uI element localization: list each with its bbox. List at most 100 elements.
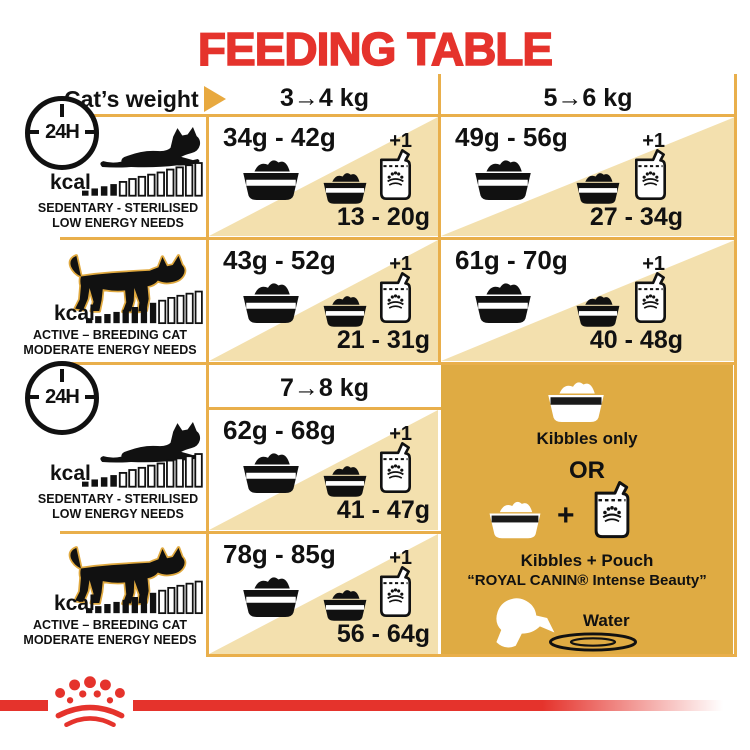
wet-food-pouch-icon [375, 270, 416, 324]
wet-food-pouch-icon [375, 440, 416, 494]
mixed-amount: 41 - 47g [336, 496, 430, 524]
food-bowl-icon [479, 497, 551, 541]
product-name-label: “ROYAL CANIN® Intense Beauty” [467, 572, 707, 589]
kcal-level-bars-icon [82, 448, 204, 492]
24h-ration-clock-icon: 24H [25, 96, 99, 170]
plus-one-pouch-label: +1 [389, 253, 412, 275]
table-border [438, 74, 441, 365]
kibble-amount: 43g - 52g [223, 245, 336, 275]
24h-ration-clock-icon: 24H [25, 361, 99, 435]
brand-band-line [0, 700, 48, 711]
food-bowl-icon [316, 586, 374, 623]
table-border [60, 531, 441, 534]
profile-row-active-2: kcal ACTIVE – BREEDING CAT MODERATE ENER… [0, 534, 208, 654]
plus-one-pouch-label: +1 [389, 547, 412, 569]
plus-one-pouch-label: +1 [389, 130, 412, 152]
profile-line2: LOW ENERGY NEEDS [52, 507, 184, 522]
food-bowl-icon [465, 155, 541, 203]
plus-one-pouch-label: +1 [642, 130, 665, 152]
royal-canin-crown-logo [44, 674, 136, 732]
table-border [60, 237, 737, 240]
cell-sedentary-5-6kg: 49g - 56g +1 27 - 34g [441, 117, 735, 236]
profile-line1: ACTIVE – BREEDING CAT [33, 328, 187, 342]
profile-line2: MODERATE ENERGY NEEDS [23, 343, 197, 358]
clock-tick [30, 130, 39, 134]
food-bowl-icon [233, 278, 309, 326]
kcal-level-bars-icon [82, 157, 204, 201]
profile-label: SEDENTARY - STERILISED LOW ENERGY NEEDS [28, 492, 208, 523]
kibble-amount: 62g - 68g [223, 415, 336, 445]
kibble-amount: 78g - 85g [223, 539, 336, 569]
clock-tick [85, 395, 94, 399]
wet-food-pouch-icon [630, 147, 671, 201]
kcal-label: kcal [50, 462, 91, 485]
clock-tick [60, 104, 64, 117]
kcal-label: kcal [50, 171, 91, 194]
table-border [206, 407, 441, 410]
mixed-amount: 21 - 31g [336, 326, 430, 354]
water-ripples-icon [533, 631, 653, 653]
profile-line1: SEDENTARY - STERILISED [37, 201, 199, 215]
table-border [206, 654, 737, 657]
food-bowl-icon [537, 377, 615, 425]
page-title: FEEDING TABLE [197, 22, 554, 76]
mixed-amount: 56 - 64g [336, 620, 430, 648]
mixed-amount: 13 - 20g [336, 203, 430, 231]
wet-food-pouch-icon [630, 270, 671, 324]
kibble-amount: 34g - 42g [223, 122, 336, 152]
wet-food-pouch-icon [375, 564, 416, 618]
clock-label: 24H [45, 121, 80, 143]
plus-one-pouch-label: +1 [642, 253, 665, 275]
or-label: OR [569, 457, 605, 484]
profile-label: SEDENTARY - STERILISED LOW ENERGY NEEDS [28, 201, 208, 232]
clock-label: 24H [45, 386, 80, 408]
profile-line2: MODERATE ENERGY NEEDS [23, 633, 197, 648]
kcal-label: kcal [54, 302, 95, 325]
profile-line2: LOW ENERGY NEEDS [52, 216, 184, 231]
feeding-options-panel: Kibbles only OR + Kibbles + Pouch “ROYAL… [441, 365, 733, 654]
food-bowl-icon [233, 448, 309, 496]
water-label: Water [583, 611, 630, 630]
food-bowl-icon [316, 169, 374, 206]
food-bowl-icon [316, 462, 374, 499]
cell-sedentary-3-4kg: 34g - 42g +1 13 - 20g [209, 117, 438, 236]
food-bowl-icon [569, 292, 627, 329]
brand-band-line [133, 700, 735, 711]
cell-active-5-6kg: 61g - 70g +1 40 - 48g [441, 240, 735, 361]
table-border [60, 114, 737, 117]
column-header-7-8kg: 7→8 kg [280, 374, 369, 402]
food-bowl-icon [316, 292, 374, 329]
kibble-amount: 49g - 56g [455, 122, 568, 152]
kcal-level-bars-icon [86, 576, 204, 618]
mixed-amount: 40 - 48g [589, 326, 683, 354]
plus-sign: + [557, 499, 575, 532]
kibble-amount: 61g - 70g [455, 245, 568, 275]
cell-active-7-8kg: 78g - 85g +1 56 - 64g [209, 534, 438, 654]
food-bowl-icon [233, 155, 309, 203]
profile-row-sedentary-2: kcal SEDENTARY - STERILISED LOW ENERGY N… [0, 410, 208, 530]
profile-label: ACTIVE – BREEDING CAT MODERATE ENERGY NE… [14, 618, 206, 649]
table-border [60, 362, 737, 365]
kibbles-only-label: Kibbles only [536, 429, 638, 448]
column-header-5-6kg: 5→6 kg [543, 84, 633, 112]
plus-one-pouch-label: +1 [389, 423, 412, 445]
table-border [206, 114, 209, 657]
profile-line1: SEDENTARY - STERILISED [37, 492, 199, 506]
cell-sedentary-7-8kg: 62g - 68g +1 41 - 47g [209, 410, 438, 530]
right-arrow-icon [204, 86, 226, 112]
wet-food-pouch-icon [589, 479, 635, 539]
profile-label: ACTIVE – BREEDING CAT MODERATE ENERGY NE… [14, 328, 206, 359]
food-bowl-icon [465, 278, 541, 326]
wet-food-pouch-icon [375, 147, 416, 201]
column-header-3-4kg: 3→4 kg [280, 84, 369, 112]
cell-active-3-4kg: 43g - 52g +1 21 - 31g [209, 240, 438, 361]
profile-line1: ACTIVE – BREEDING CAT [33, 618, 187, 632]
kibbles-pouch-label: Kibbles + Pouch [520, 551, 654, 570]
kcal-label: kcal [54, 592, 95, 615]
profile-row-sedentary-1: kcal SEDENTARY - STERILISED LOW ENERGY N… [0, 115, 208, 238]
food-bowl-icon [569, 169, 627, 206]
mixed-amount: 27 - 34g [589, 203, 683, 231]
kcal-level-bars-icon [86, 286, 204, 328]
clock-tick [30, 395, 39, 399]
profile-row-active-1: kcal ACTIVE – BREEDING CAT MODERATE ENER… [0, 240, 208, 362]
